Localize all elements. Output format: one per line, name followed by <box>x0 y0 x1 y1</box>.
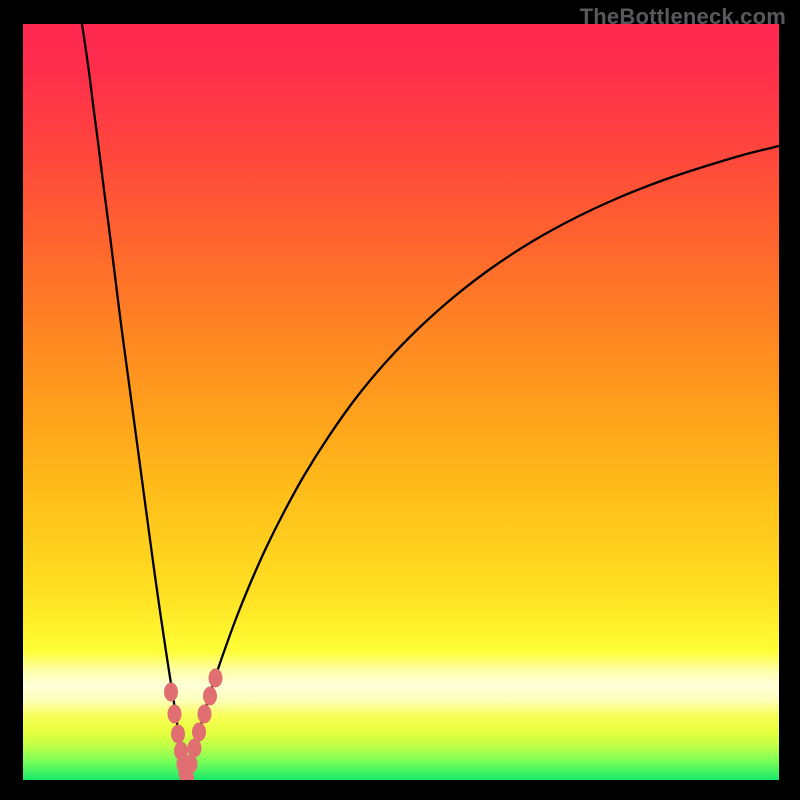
marker-left-1 <box>168 705 181 723</box>
marker-right-1 <box>188 739 201 757</box>
marker-right-5 <box>209 669 222 687</box>
chart-frame: TheBottleneck.com <box>0 0 800 800</box>
plot-area <box>23 24 779 780</box>
curve-left <box>82 24 187 778</box>
watermark-text: TheBottleneck.com <box>580 4 786 30</box>
marker-right-3 <box>198 705 211 723</box>
curves-layer <box>23 24 779 780</box>
curve-right <box>187 146 779 778</box>
marker-left-0 <box>165 683 178 701</box>
marker-right-4 <box>204 687 217 705</box>
marker-right-2 <box>193 723 206 741</box>
marker-left-2 <box>172 725 185 743</box>
